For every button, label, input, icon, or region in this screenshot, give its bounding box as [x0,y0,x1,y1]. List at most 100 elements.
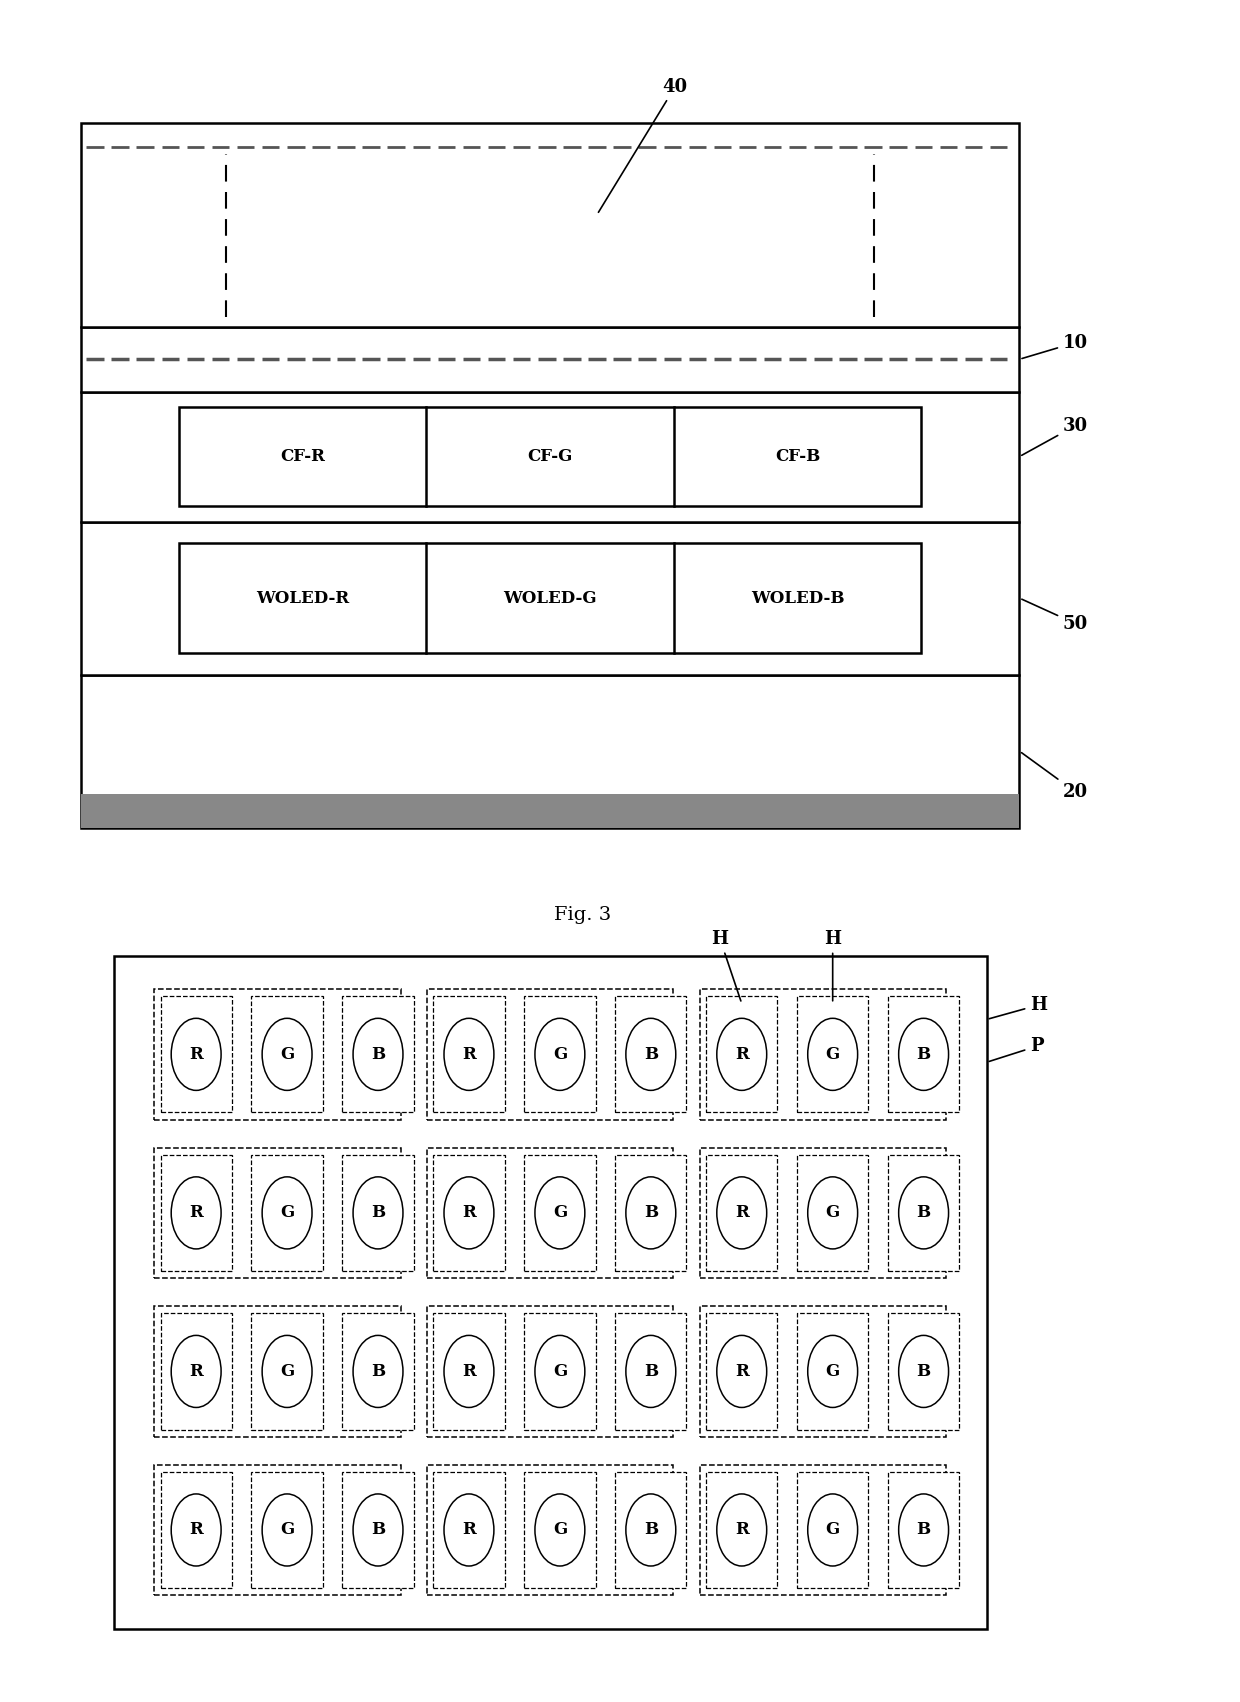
Text: B: B [644,1522,658,1539]
Bar [433,1154,505,1271]
Ellipse shape [444,1494,494,1566]
Ellipse shape [262,1176,312,1249]
Bar [615,1472,687,1588]
Bar [154,1305,401,1436]
Ellipse shape [807,1494,858,1566]
Text: H: H [990,996,1048,1019]
Ellipse shape [353,1018,403,1091]
Ellipse shape [717,1018,766,1091]
Bar [797,1472,868,1588]
Bar [615,1314,687,1430]
Ellipse shape [262,1336,312,1408]
Bar [81,327,1019,391]
Bar [615,1154,687,1271]
Text: Fig. 3: Fig. 3 [554,905,611,924]
Ellipse shape [626,1494,676,1566]
Bar [252,1314,322,1430]
Bar [252,1472,322,1588]
Text: R: R [463,1205,476,1222]
Ellipse shape [262,1494,312,1566]
Ellipse shape [626,1336,676,1408]
Bar [427,1305,673,1436]
Bar [699,1305,946,1436]
Bar [797,1154,868,1271]
Bar [179,407,921,505]
Text: G: G [826,1522,839,1539]
Bar [797,996,868,1113]
Ellipse shape [899,1336,949,1408]
Ellipse shape [899,1176,949,1249]
Text: P: P [990,1037,1044,1062]
Text: 20: 20 [1022,752,1087,802]
Bar [699,989,946,1120]
Text: WOLED-B: WOLED-B [750,589,844,606]
Bar [342,1314,414,1430]
Text: CF-G: CF-G [527,448,573,465]
Bar [252,1154,322,1271]
Text: R: R [463,1045,476,1062]
Ellipse shape [717,1494,766,1566]
Text: R: R [735,1363,749,1380]
Text: R: R [190,1045,203,1062]
Bar [525,1314,595,1430]
Bar [706,996,777,1113]
Text: R: R [463,1522,476,1539]
Text: 50: 50 [1022,599,1089,633]
Bar [427,1147,673,1278]
Text: G: G [280,1363,294,1380]
Text: B: B [644,1045,658,1062]
Ellipse shape [353,1494,403,1566]
Ellipse shape [807,1176,858,1249]
Ellipse shape [807,1336,858,1408]
Ellipse shape [171,1176,221,1249]
Ellipse shape [171,1336,221,1408]
Text: B: B [371,1522,386,1539]
Ellipse shape [534,1018,585,1091]
Text: B: B [644,1363,658,1380]
Ellipse shape [534,1494,585,1566]
Text: R: R [735,1045,749,1062]
Bar [342,1472,414,1588]
Ellipse shape [171,1494,221,1566]
Ellipse shape [444,1336,494,1408]
Bar [797,1314,868,1430]
Text: R: R [735,1205,749,1222]
Bar [160,1314,232,1430]
Text: G: G [280,1522,294,1539]
Ellipse shape [444,1018,494,1091]
Text: WOLED-R: WOLED-R [257,589,350,606]
Text: 30: 30 [1022,417,1087,456]
Bar [706,1314,777,1430]
Bar [699,1465,946,1595]
Text: B: B [916,1522,931,1539]
Bar [179,543,921,654]
Bar [427,989,673,1120]
Bar [160,1472,232,1588]
Bar [81,674,1019,827]
Text: 40: 40 [599,78,688,213]
Ellipse shape [626,1018,676,1091]
Bar [427,1465,673,1595]
Bar [888,1154,960,1271]
Text: B: B [644,1205,658,1222]
Text: G: G [553,1205,567,1222]
Bar [615,996,687,1113]
Text: B: B [916,1363,931,1380]
Text: B: B [371,1205,386,1222]
Text: CF-R: CF-R [280,448,325,465]
Text: G: G [826,1363,839,1380]
Text: R: R [735,1522,749,1539]
Bar [888,996,960,1113]
Bar [81,391,1019,521]
Bar [525,996,595,1113]
Text: CF-B: CF-B [775,448,820,465]
Ellipse shape [717,1176,766,1249]
Bar [706,1472,777,1588]
Ellipse shape [534,1336,585,1408]
Bar [160,1154,232,1271]
Bar [154,989,401,1120]
Bar [888,1314,960,1430]
Ellipse shape [444,1176,494,1249]
Ellipse shape [353,1176,403,1249]
Text: G: G [553,1045,567,1062]
